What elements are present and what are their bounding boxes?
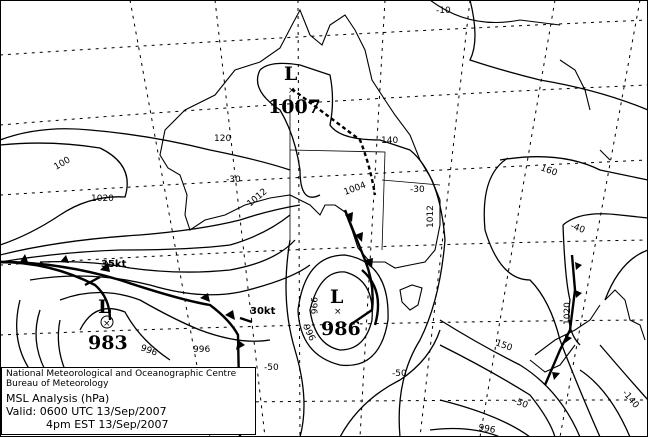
low-symbol: L [284, 63, 297, 85]
bureau-name: Bureau of Meteorology [6, 379, 109, 389]
wind-label: 35kt [101, 259, 127, 270]
isobar-label: 1020 [563, 302, 573, 325]
grid-label: -10 [436, 6, 451, 16]
low-pressure: 983 [88, 332, 128, 354]
valid-time-local: 4pm EST 13/Sep/2007 [46, 418, 169, 431]
grid-label: 120 [214, 134, 231, 144]
organisation-name: National Meteorological and Oceanographi… [6, 369, 237, 379]
low-centre-cross-icon: × [288, 86, 296, 96]
grid-label: -50 [392, 369, 407, 379]
isobar-label: 1012 [426, 205, 436, 228]
valid-time-utc: Valid: 0600 UTC 13/Sep/2007 [6, 405, 167, 418]
low-centre-circle-icon [100, 315, 114, 329]
chart-legend: National Meteorological and Oceanographi… [1, 367, 256, 435]
grid-label: -30 [226, 175, 241, 185]
low-centre-cross-icon: × [334, 307, 342, 317]
product-title: MSL Analysis (hPa) [6, 392, 110, 405]
low-pressure: 986 [321, 318, 361, 340]
isobar-label: 1020 [91, 194, 114, 204]
wind-label: 30kt [250, 306, 276, 317]
low-983: L × 983 [88, 296, 128, 354]
isobar-label: 996 [308, 297, 318, 314]
isobar-label: 996 [477, 423, 496, 436]
low-centre-cross-icon: × [103, 319, 111, 329]
grid-label: -50 [264, 363, 279, 373]
grid-label: -30 [410, 185, 425, 195]
fronts [0, 88, 582, 437]
grid-label: -40 [569, 221, 586, 236]
isobar-label: 996 [193, 345, 210, 355]
low-pressure: 1007 [268, 96, 321, 118]
low-symbol: L [98, 296, 111, 318]
grid-label: 140 [381, 136, 398, 146]
low-symbol: L [330, 286, 343, 308]
low-1007: L × 1007 [268, 63, 321, 118]
low-986: L × 986 [321, 286, 361, 340]
coastline [159, 0, 646, 373]
grid-label: -50 [512, 396, 529, 411]
